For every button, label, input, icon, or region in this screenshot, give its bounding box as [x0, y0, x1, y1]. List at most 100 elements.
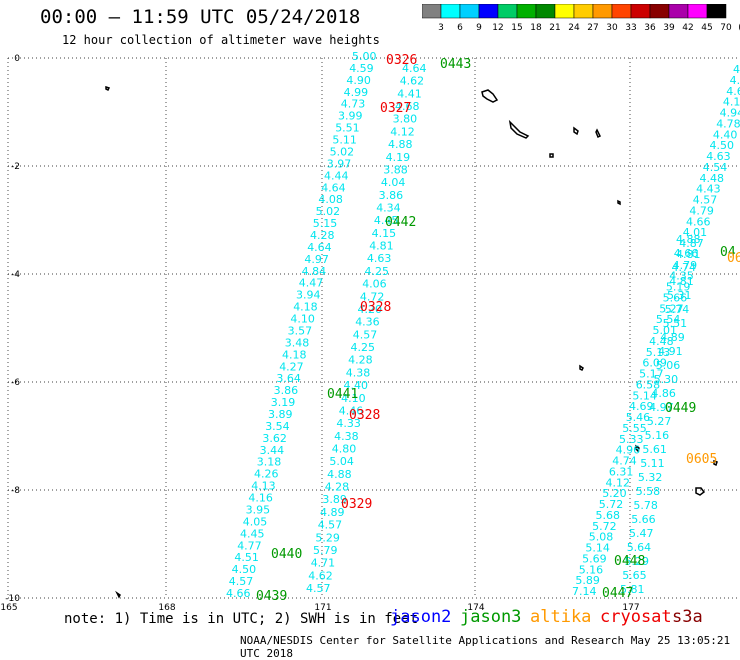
wave-height-value: 4.16	[248, 492, 273, 505]
wave-height-value: 3.62	[262, 432, 287, 445]
wave-height-value: 5.15	[313, 217, 338, 230]
wave-height-value: 3.89	[268, 408, 293, 421]
wave-height-value: 3.89	[322, 493, 347, 506]
wave-height-value: 4.41	[397, 87, 422, 100]
wave-height-value: 4.66	[674, 247, 699, 260]
island-shape	[595, 128, 602, 139]
island-shape	[115, 590, 121, 599]
pass-label: 0328	[360, 300, 391, 315]
wave-height-value: 5.31	[667, 289, 692, 302]
wave-height-value: 4.81	[676, 248, 701, 261]
wave-height-value: 4.28	[325, 481, 350, 494]
wave-height-value: 4.18	[293, 301, 318, 314]
wave-height-value: 4.28	[310, 229, 335, 242]
lon-tick-label: 177	[622, 603, 639, 613]
wave-height-value: 4.57	[306, 582, 331, 595]
wave-height-value: 4.79	[673, 259, 698, 272]
wave-height-value: 4.84	[302, 265, 327, 278]
wave-height-value: 4.78	[716, 117, 740, 130]
wave-height-value: 5.17	[639, 368, 664, 381]
wave-height-value: 5.27	[659, 302, 684, 315]
wave-height-value: 4.19	[386, 151, 411, 164]
wave-height-value: 4.87	[679, 237, 704, 250]
wave-height-value: 4.10	[290, 313, 315, 326]
wave-height-value: 5.78	[633, 499, 658, 512]
pass-label: 0442	[385, 215, 416, 230]
pass-label: 0605	[686, 452, 717, 467]
wave-height-value: 4.12	[390, 125, 415, 138]
altimeter-tracks: 5.004.594.904.994.733.995.515.115.023.97…	[226, 50, 740, 600]
wave-height-value: 4.28	[348, 354, 373, 367]
scale-tick-label: 36	[644, 23, 656, 33]
scale-tick-label: 6	[457, 23, 463, 33]
wave-height-value: 4.40	[713, 128, 738, 141]
island-shape	[579, 364, 584, 372]
wave-height-value: 5.29	[625, 555, 650, 568]
wave-height-value: 5.54	[656, 313, 681, 326]
pass-label: 06	[727, 251, 740, 266]
lat-tick-label: -2	[11, 162, 20, 172]
lat-tick-label: -6	[11, 378, 20, 388]
wave-height-value: 5.69	[582, 552, 607, 565]
wave-height-value: 4.50	[232, 563, 257, 576]
scale-tick-label: 45	[701, 23, 712, 33]
wave-height-value: 4.57	[229, 575, 254, 588]
wave-height-value: 5.32	[638, 471, 663, 484]
scale-tick-label: 27	[587, 23, 598, 33]
wave-height-value: 5.46	[626, 411, 651, 424]
wave-height-value: 4.74	[672, 261, 697, 274]
pass-label: 0326	[386, 53, 417, 68]
pass-label: 0327	[380, 101, 411, 116]
wave-height-value: 4.94	[733, 63, 740, 76]
wave-height-value: 4.48	[649, 335, 674, 348]
scale-tick-label: 15	[511, 23, 522, 33]
wave-height-value: 5.29	[315, 531, 340, 544]
wave-height-value: 4.34	[376, 202, 401, 215]
wave-height-value: 4.38	[346, 366, 371, 379]
scale-tick-label: 9	[476, 23, 482, 33]
wave-height-value: 5.74	[665, 303, 690, 316]
wave-height-value: 5.66	[663, 291, 688, 304]
scale-tick-label: 30	[606, 23, 618, 33]
wave-height-value: 4.86	[651, 387, 676, 400]
wave-height-value: 4.81	[369, 240, 394, 253]
wave-height-value: 5.33	[619, 433, 644, 446]
wave-height-value: 3.97	[327, 157, 352, 170]
wave-height-value: 3.95	[246, 504, 271, 517]
wave-height-value: 3.64	[276, 372, 301, 385]
wave-height-value: 4.18	[282, 348, 307, 361]
wave-height-value: 5.72	[592, 520, 617, 533]
legend-altika: altika	[530, 607, 592, 627]
wave-height-value: 5.30	[654, 373, 679, 386]
wave-height-value: 4.59	[349, 62, 374, 75]
wave-height-value: 6.58	[636, 378, 661, 391]
wave-height-value: 4.68	[395, 100, 420, 113]
wave-height-value: 5.20	[602, 487, 627, 500]
wave-height-value: 5.89	[575, 574, 600, 587]
wave-height-value: 4.10	[341, 392, 366, 405]
wave-height-value: 4.73	[341, 98, 366, 111]
pass-label: 0443	[440, 57, 471, 72]
wave-height-value: 4.33	[336, 417, 361, 430]
wave-height-value: 5.11	[640, 457, 665, 470]
scale-tick-label: 39	[663, 23, 675, 33]
island-shape	[617, 199, 621, 206]
pass-label: 0439	[256, 589, 287, 604]
wave-height-value: 4.62	[308, 569, 333, 582]
wave-height-value: 4.77	[237, 539, 262, 552]
wave-height-value: 4.63	[367, 252, 392, 265]
wave-height-value: 5.11	[332, 134, 357, 147]
wave-height-value: 5.02	[316, 205, 341, 218]
wave-height-value: 3.19	[271, 396, 296, 409]
wave-height-value: 4.50	[710, 139, 735, 152]
wave-height-value: 4.54	[703, 161, 728, 174]
wave-height-value: 3.54	[265, 420, 290, 433]
wave-height-value: 4.47	[299, 277, 324, 290]
island-shape	[508, 119, 530, 139]
wave-height-value: 4.62	[400, 75, 425, 88]
wave-height-value: 4.88	[388, 138, 413, 151]
pass-label: 0447	[602, 586, 633, 601]
wave-height-value: 4.71	[311, 557, 336, 570]
lon-tick-label: 171	[314, 603, 331, 613]
wave-height-value: 4.57	[693, 194, 718, 207]
